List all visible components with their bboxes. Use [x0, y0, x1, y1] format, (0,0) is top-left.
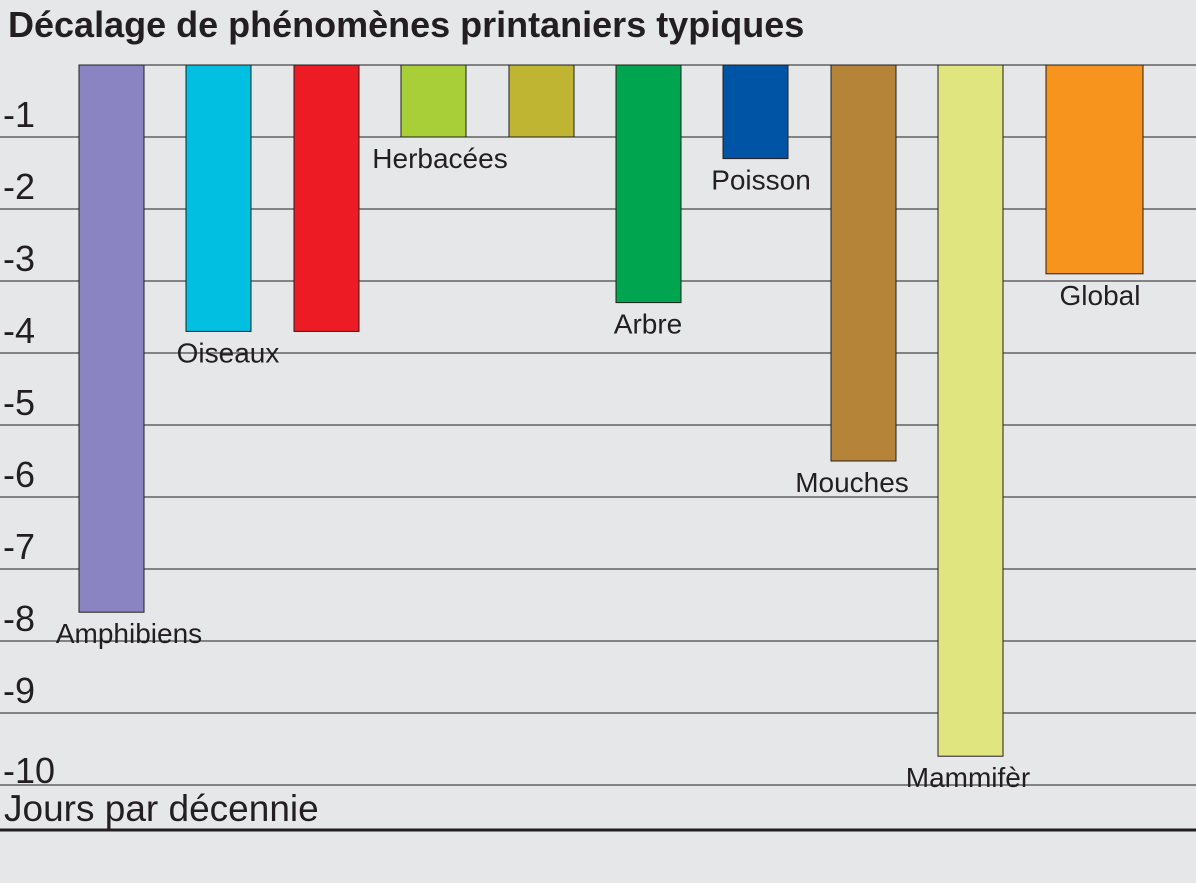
bar-labels: Amphibiens Oiseaux Herbacées Arbre Poisson Mo…: [56, 143, 1141, 793]
y-tick-label: -6: [3, 454, 35, 495]
bar-label: Poisson: [711, 165, 811, 196]
y-tick-label: -7: [3, 526, 35, 567]
y-tick-label: -8: [3, 598, 35, 639]
bar-label: Amphibiens: [56, 618, 202, 649]
y-tick-label: -4: [3, 310, 35, 351]
bar: [615, 64, 682, 304]
bar: [400, 64, 467, 138]
bar-label: Herbacées: [372, 143, 507, 174]
y-tick-label: -2: [3, 166, 35, 207]
y-tick-label: -3: [3, 238, 35, 279]
gridlines: [0, 64, 1196, 786]
bar-label: Global: [1060, 280, 1141, 311]
bars: [78, 64, 1144, 757]
bar-label: Arbre: [614, 309, 682, 340]
chart-title: Décalage de phénomènes printaniers typiq…: [8, 4, 805, 45]
y-tick-label: -10: [3, 750, 55, 791]
bar-label: Mouches: [795, 467, 909, 498]
y-tick-label: -9: [3, 670, 35, 711]
bar: [830, 64, 897, 462]
bar: [1045, 64, 1144, 275]
bar-label: Mammifèr: [906, 762, 1030, 793]
y-tick-label: -1: [3, 94, 35, 135]
bar: [937, 64, 1004, 757]
y-axis-label: Jours par décennie: [4, 788, 319, 829]
y-tick-label: -5: [3, 382, 35, 423]
bar: [508, 64, 575, 138]
y-tick-labels: -1 -2 -3 -4 -5 -6 -7 -8 -9 -10: [3, 94, 55, 791]
bar: [185, 64, 252, 332]
bar-label: Oiseaux: [177, 337, 280, 368]
bar: [78, 64, 145, 613]
bar: [722, 64, 789, 160]
bar: [293, 64, 360, 332]
